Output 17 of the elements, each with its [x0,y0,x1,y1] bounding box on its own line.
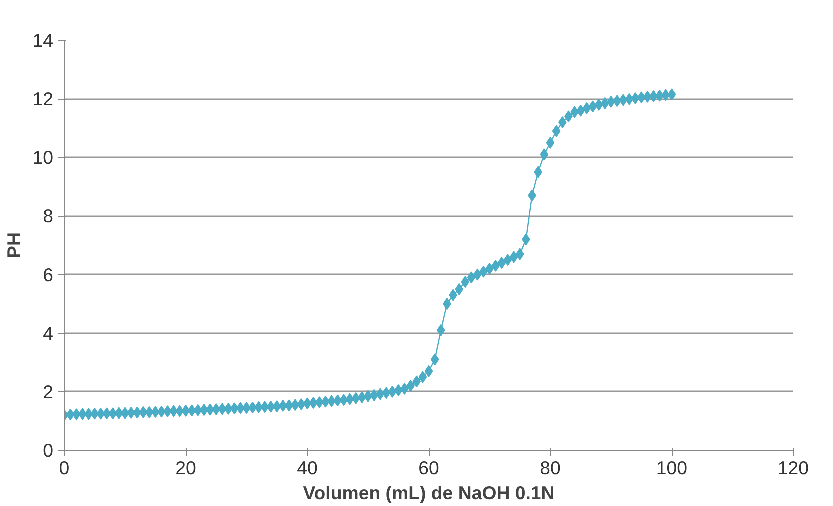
x-tick-label: 20 [176,458,196,478]
x-tick-label: 80 [540,458,561,478]
x-tick-label: 0 [59,458,70,478]
x-axis-title: Volumen (mL) de NaOH 0.1N [303,482,555,504]
y-tick-label: 8 [43,206,54,227]
y-axis-title: PH [4,232,25,258]
y-tick-label: 2 [43,381,54,402]
x-tick-label: 60 [418,458,440,478]
x-tick-label: 40 [297,458,318,478]
y-tick-label: 4 [43,322,54,344]
y-tick-label: 12 [32,88,54,110]
y-tick-label: 14 [32,30,54,51]
y-tick-label: 10 [32,147,54,168]
x-tick-label: 120 [778,458,810,478]
y-tick-label: 0 [43,440,54,461]
y-tick-label: 6 [43,264,54,286]
x-tick-label: 100 [656,458,688,478]
